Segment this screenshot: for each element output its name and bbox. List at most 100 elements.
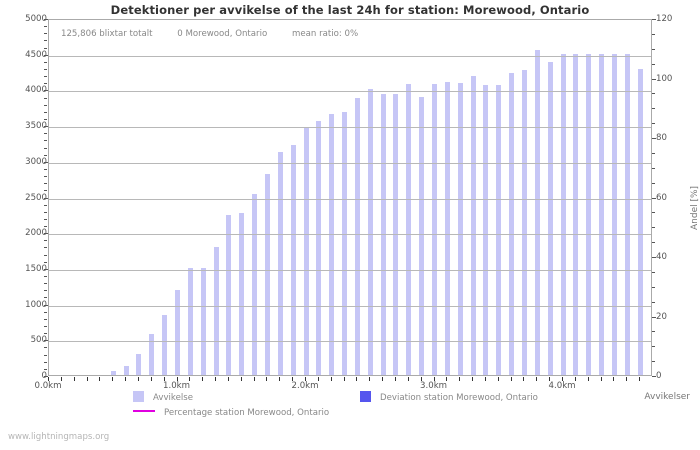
gridline <box>49 162 651 164</box>
bar <box>213 247 219 375</box>
y-tick-mark-left <box>44 90 48 92</box>
legend-item-label: Avvikelse <box>153 393 194 403</box>
y-axis-label-right: Andel [%] <box>690 185 700 230</box>
bar <box>470 75 476 375</box>
x-tick-label: 1.0km <box>162 381 191 391</box>
bar <box>483 85 489 375</box>
y-tick-label-left: 1500 <box>25 263 47 274</box>
bar <box>316 120 322 375</box>
y-tick-mark-left <box>44 268 48 270</box>
bar <box>290 145 296 375</box>
bar <box>110 370 116 375</box>
bar <box>149 334 155 375</box>
x-tick-mark <box>317 377 319 381</box>
x-tick-mark <box>279 377 281 381</box>
y-tick-mark-left-minor <box>44 333 47 335</box>
y-tick-mark-left-minor <box>44 83 47 85</box>
x-tick-mark <box>48 377 49 381</box>
y-tick-mark-left <box>44 161 48 163</box>
y-tick-mark-left-minor <box>44 226 47 228</box>
chart-annotations: 125,806 blixtar totalt 0 Morewood, Ontar… <box>61 29 380 39</box>
x-tick-label: 3.0km <box>420 381 448 391</box>
y-tick-mark-right <box>652 197 656 199</box>
bar <box>123 365 129 375</box>
legend-line-icon <box>133 410 155 412</box>
x-tick-mark <box>330 377 332 381</box>
y-tick-label-left: 5000 <box>25 14 47 24</box>
y-tick-mark-right <box>652 316 656 318</box>
y-tick-mark-right-minor <box>652 331 655 333</box>
y-tick-mark-left-minor <box>44 190 47 192</box>
bar <box>252 194 258 375</box>
legend-item-label: Deviation station Morewood, Ontario <box>380 393 538 403</box>
x-tick-mark <box>497 377 499 381</box>
y-tick-label-right: 40 <box>656 252 667 262</box>
x-tick-mark <box>86 377 88 381</box>
y-tick-mark-left <box>44 233 48 235</box>
bar <box>432 84 438 375</box>
y-tick-mark-left <box>44 340 48 342</box>
bar <box>354 97 360 375</box>
x-tick-mark <box>407 377 409 381</box>
gridline <box>49 55 651 57</box>
bar <box>367 89 373 375</box>
y-tick-mark-right-minor <box>652 182 655 184</box>
x-tick-mark <box>510 377 512 381</box>
y-tick-mark-left-minor <box>44 261 47 263</box>
y-tick-mark-right-minor <box>652 123 655 125</box>
y-tick-mark-left-minor <box>44 283 47 285</box>
bar <box>586 53 592 375</box>
y-tick-mark-right-minor <box>652 242 655 244</box>
x-tick-mark <box>125 377 127 381</box>
legend-item[interactable]: Avvikelse <box>133 391 193 403</box>
gridline <box>49 91 651 93</box>
y-tick-mark-right-minor <box>652 63 655 65</box>
annotation-total: 125,806 blixtar totalt <box>61 29 153 39</box>
bar <box>226 215 232 375</box>
y-tick-mark-right-minor <box>652 93 655 95</box>
y-tick-mark-left <box>44 304 48 306</box>
y-tick-mark-right <box>652 19 656 20</box>
x-tick-mark <box>433 377 435 381</box>
plot-area: 125,806 blixtar totalt 0 Morewood, Ontar… <box>48 19 652 376</box>
bar <box>406 83 412 375</box>
y-tick-mark-right-minor <box>652 33 655 35</box>
x-tick-mark <box>484 377 486 381</box>
x-tick-mark <box>394 377 396 381</box>
y-tick-mark-left-minor <box>44 33 47 35</box>
y-tick-mark-left-minor <box>44 47 47 49</box>
y-tick-mark-left-minor <box>44 354 47 356</box>
legend-item[interactable]: Deviation station Morewood, Ontario <box>360 391 538 403</box>
y-tick-mark-right-minor <box>652 286 655 288</box>
bar <box>200 267 206 375</box>
x-tick-mark <box>305 377 307 381</box>
y-tick-mark-right-minor <box>652 167 655 169</box>
x-tick-mark <box>202 377 204 381</box>
x-tick-mark <box>240 377 242 381</box>
x-tick-mark <box>587 377 589 381</box>
x-tick-mark <box>150 377 152 381</box>
annotation-station: 0 Morewood, Ontario <box>177 29 268 39</box>
y-tick-mark-left <box>44 376 48 377</box>
y-tick-mark-left-minor <box>44 40 47 42</box>
gridline <box>49 234 651 236</box>
x-tick-mark <box>562 377 564 381</box>
x-tick-mark <box>639 377 641 381</box>
x-tick-mark <box>73 377 75 381</box>
y-tick-mark-left-minor <box>44 176 47 178</box>
y-tick-label-right: 0 <box>656 371 662 381</box>
bar <box>239 212 245 375</box>
legend-item[interactable]: Percentage station Morewood, Ontario <box>133 408 329 418</box>
y-tick-mark-right-minor <box>652 227 655 229</box>
x-tick-mark <box>356 377 358 381</box>
y-tick-mark-right-minor <box>652 152 655 154</box>
bar <box>534 50 540 375</box>
y-tick-mark-left <box>44 19 48 20</box>
y-tick-mark-left-minor <box>44 326 47 328</box>
bar <box>496 85 502 375</box>
x-tick-mark <box>163 377 165 381</box>
x-tick-mark <box>189 377 191 381</box>
x-tick-mark <box>600 377 602 381</box>
x-tick-mark <box>536 377 538 381</box>
y-tick-mark-left-minor <box>44 118 47 120</box>
